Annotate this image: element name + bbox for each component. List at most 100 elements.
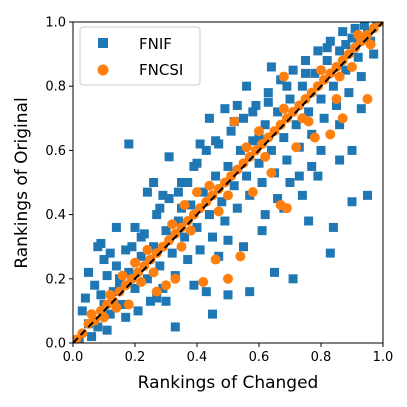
fncsi-point	[188, 209, 199, 220]
fncsi-point	[331, 94, 342, 105]
fncsi-point	[117, 270, 128, 281]
fnif-point	[142, 274, 152, 284]
fnif-point	[347, 33, 357, 43]
fnif-point	[133, 306, 143, 316]
fnif-point	[363, 190, 372, 200]
fnif-point	[335, 120, 345, 130]
fncsi-point	[192, 187, 202, 198]
fncsi-point	[223, 273, 233, 284]
fnif-point	[149, 242, 159, 252]
fnif-point	[288, 65, 298, 75]
fnif-point	[220, 216, 230, 226]
fncsi-point	[362, 29, 373, 40]
fncsi-point	[281, 203, 292, 214]
fnif-point	[201, 287, 211, 297]
fncsi-point	[111, 302, 122, 313]
points-layer	[73, 22, 383, 343]
fncsi-point	[306, 87, 317, 98]
x-tick-label: 0.0	[63, 350, 84, 365]
legend-box	[79, 26, 201, 86]
fncsi-point	[179, 199, 190, 210]
fnif-point	[84, 267, 93, 277]
fnif-point	[266, 145, 276, 155]
fnif-point	[356, 72, 366, 82]
fnif-point	[316, 145, 326, 155]
fncsi-point	[250, 145, 261, 156]
fnif-point	[195, 245, 205, 255]
fnif-point	[285, 178, 295, 187]
fnif-point	[297, 190, 307, 200]
fnif-point	[257, 178, 267, 187]
fnif-point	[347, 145, 357, 155]
fnif-point	[254, 158, 264, 168]
fncsi-point	[126, 273, 137, 284]
fncsi-point	[275, 119, 286, 130]
fncsi-point	[334, 71, 345, 82]
fnif-point	[173, 187, 183, 197]
fnif-point	[226, 126, 236, 136]
x-tick-label: 0.6	[249, 350, 270, 365]
fncsi-point	[114, 286, 125, 297]
fnif-point	[335, 155, 345, 165]
y-tick-label: 0.2	[45, 272, 66, 287]
fnif-point	[152, 210, 162, 220]
fncsi-point	[281, 113, 292, 124]
fncsi-point	[195, 203, 206, 214]
x-tick-label: 0.8	[311, 350, 332, 365]
plot-frame	[72, 21, 384, 344]
fnif-point	[251, 100, 261, 110]
legend-marker-fncsi	[97, 64, 109, 76]
fncsi-point	[309, 132, 320, 143]
fncsi-point	[213, 206, 224, 217]
fncsi-point	[269, 126, 280, 137]
fnif-point	[328, 81, 338, 91]
fncsi-point	[213, 183, 224, 194]
y-tick-label: 0.8	[45, 80, 66, 95]
fnif-point	[105, 248, 115, 258]
fnif-point	[341, 39, 351, 49]
fnif-point	[248, 136, 258, 146]
fnif-point	[211, 136, 221, 146]
fnif-point	[180, 232, 190, 242]
fnif-point	[136, 251, 146, 261]
fnif-point	[335, 46, 345, 56]
y-axis-label: Rankings of Original	[12, 97, 32, 268]
fnif-point	[170, 322, 180, 332]
fncsi-point	[157, 241, 168, 252]
x-axis-label: Rankings of Changed	[138, 373, 319, 393]
fncsi-point	[235, 251, 246, 262]
fncsi-point	[331, 61, 342, 72]
legend-label-fncsi: FNCSI	[139, 61, 183, 79]
fncsi-point	[347, 61, 357, 72]
fnif-point	[161, 296, 171, 306]
fncsi-point	[278, 103, 289, 114]
fncsi-point	[210, 254, 221, 265]
fnif-point	[322, 56, 332, 66]
fnif-point	[356, 104, 366, 114]
fnif-point	[111, 261, 121, 271]
fnif-point	[158, 190, 168, 200]
fnif-point	[198, 187, 208, 197]
fnif-point	[242, 81, 252, 91]
fncsi-point	[164, 235, 175, 246]
fncsi-point	[232, 164, 243, 175]
fnif-point	[294, 171, 304, 181]
fnif-point	[322, 43, 332, 53]
fnif-point	[229, 181, 239, 191]
fncsi-point	[105, 289, 116, 300]
fnif-point	[260, 120, 270, 130]
fnif-point	[263, 88, 273, 98]
fncsi-point	[316, 65, 326, 76]
x-tick-label: 0.2	[125, 350, 146, 365]
fncsi-point	[353, 29, 364, 40]
fnif-point	[183, 255, 193, 265]
fnif-point	[208, 232, 217, 242]
fncsi-point	[291, 142, 302, 153]
fnif-point	[282, 81, 292, 91]
y-tick-label: 1.0	[45, 16, 66, 31]
fncsi-point	[219, 177, 230, 188]
fncsi-point	[151, 286, 162, 297]
fnif-point	[223, 235, 233, 245]
fncsi-point	[247, 187, 258, 198]
fnif-point	[350, 23, 360, 33]
